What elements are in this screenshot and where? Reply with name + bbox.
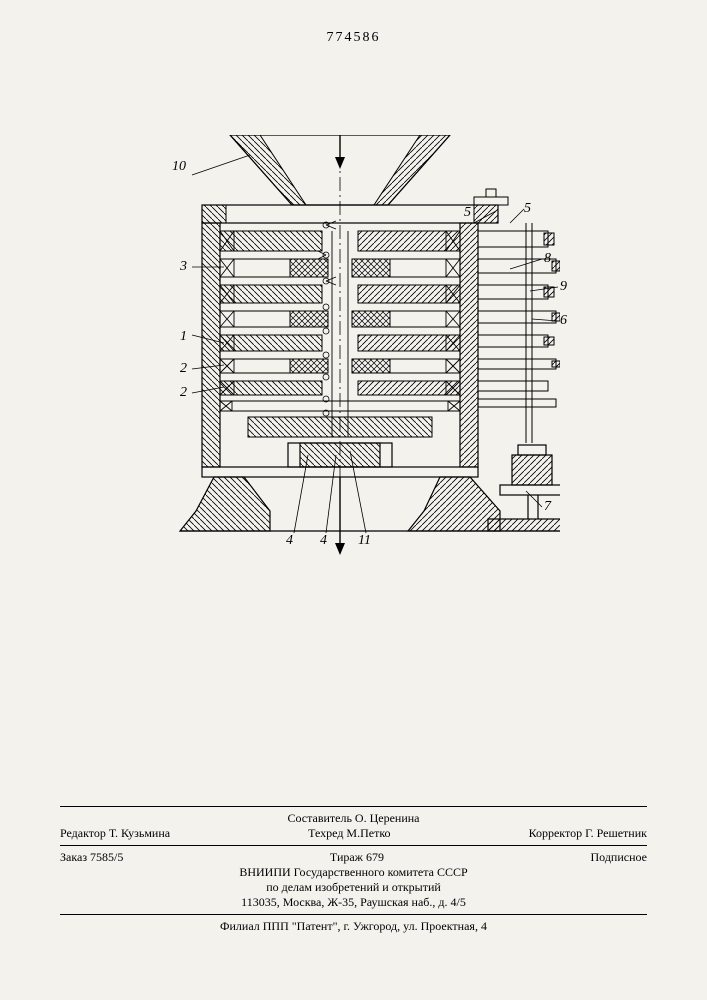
callout-5b: 5 bbox=[524, 201, 531, 217]
filial: Филиал ППП "Патент", г. Ужгород, ул. Про… bbox=[60, 919, 647, 934]
callout-7: 7 bbox=[544, 499, 551, 515]
org2: по делам изобретений и открытий bbox=[60, 880, 647, 895]
korrektor: Корректор Г. Решетник bbox=[529, 826, 647, 841]
callout-9: 9 bbox=[560, 279, 567, 295]
callout-2b: 2 bbox=[180, 385, 187, 401]
tehred: Техред М.Петко bbox=[308, 826, 390, 841]
technical-diagram: 10 3 1 2 2 4 4 11 5 5 8 9 6 7 bbox=[140, 135, 560, 565]
callout-11: 11 bbox=[358, 533, 371, 549]
tirazh: Тираж 679 bbox=[330, 850, 384, 865]
callout-10: 10 bbox=[172, 159, 186, 175]
addr1: 113035, Москва, Ж-35, Раушская наб., д. … bbox=[60, 895, 647, 910]
callout-2a: 2 bbox=[180, 361, 187, 377]
podpisnoe: Подписное bbox=[591, 850, 648, 865]
sostavitel: Составитель О. Церенина bbox=[60, 811, 647, 826]
zakaz: Заказ 7585/5 bbox=[60, 850, 123, 865]
callout-4b: 4 bbox=[320, 533, 327, 549]
callout-6: 6 bbox=[560, 313, 567, 329]
callout-8: 8 bbox=[544, 251, 551, 267]
redaktor: Редактор Т. Кузьмина bbox=[60, 826, 170, 841]
callout-3: 3 bbox=[180, 259, 187, 275]
callout-5a: 5 bbox=[464, 205, 471, 221]
footer: Составитель О. Церенина Редактор Т. Кузь… bbox=[60, 802, 647, 934]
org1: ВНИИПИ Государственного комитета СССР bbox=[60, 865, 647, 880]
patent-number: 774586 bbox=[0, 30, 707, 46]
callout-1: 1 bbox=[180, 329, 187, 345]
callout-4a: 4 bbox=[286, 533, 293, 549]
